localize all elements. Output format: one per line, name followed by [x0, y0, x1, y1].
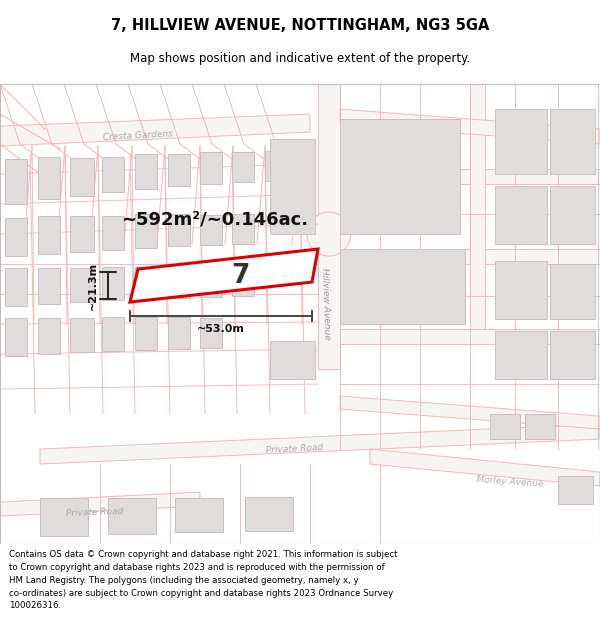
Bar: [525, 414, 555, 439]
Bar: [70, 216, 94, 252]
Text: Private Road: Private Road: [66, 507, 124, 518]
Bar: [168, 317, 190, 349]
Text: Contains OS data © Crown copyright and database right 2021. This information is : Contains OS data © Crown copyright and d…: [9, 550, 398, 611]
Bar: [175, 498, 223, 532]
Polygon shape: [0, 114, 310, 146]
Polygon shape: [470, 84, 485, 329]
Bar: [550, 264, 595, 319]
Bar: [5, 268, 27, 306]
Bar: [495, 261, 547, 319]
Bar: [232, 214, 254, 244]
Bar: [340, 249, 465, 324]
Bar: [5, 159, 27, 204]
Bar: [558, 476, 593, 504]
Bar: [135, 214, 157, 248]
Text: Morley Avenue: Morley Avenue: [476, 475, 544, 489]
Bar: [200, 152, 222, 184]
Bar: [550, 186, 595, 244]
Bar: [135, 267, 157, 299]
Polygon shape: [340, 329, 600, 344]
Bar: [102, 216, 124, 250]
Text: Private Road: Private Road: [266, 443, 324, 455]
Bar: [108, 498, 156, 534]
Polygon shape: [370, 449, 600, 486]
Bar: [245, 497, 293, 531]
Polygon shape: [340, 109, 600, 144]
Bar: [270, 341, 315, 379]
Bar: [495, 109, 547, 174]
Bar: [550, 109, 595, 174]
Bar: [495, 331, 547, 379]
Polygon shape: [318, 84, 340, 369]
Bar: [135, 154, 157, 189]
Bar: [40, 498, 88, 536]
Bar: [102, 267, 124, 300]
Bar: [38, 216, 60, 254]
Circle shape: [307, 212, 351, 256]
Bar: [490, 414, 520, 439]
Bar: [495, 186, 547, 244]
Bar: [200, 318, 222, 348]
Bar: [340, 119, 460, 234]
Bar: [232, 266, 254, 296]
Text: Hillview Avenue: Hillview Avenue: [320, 268, 332, 340]
Bar: [168, 266, 190, 298]
Bar: [70, 268, 94, 302]
Text: 7, HILLVIEW AVENUE, NOTTINGHAM, NG3 5GA: 7, HILLVIEW AVENUE, NOTTINGHAM, NG3 5GA: [111, 18, 489, 32]
Bar: [70, 158, 94, 196]
Bar: [270, 139, 315, 234]
Text: Cresta Gardens: Cresta Gardens: [103, 130, 173, 142]
Bar: [38, 268, 60, 304]
Polygon shape: [340, 396, 600, 429]
Text: Map shows position and indicative extent of the property.: Map shows position and indicative extent…: [130, 52, 470, 65]
Polygon shape: [40, 424, 600, 464]
Bar: [232, 152, 254, 182]
Polygon shape: [0, 492, 200, 516]
Polygon shape: [340, 169, 600, 184]
Polygon shape: [130, 249, 318, 302]
Text: ~21.3m: ~21.3m: [88, 261, 98, 309]
Bar: [168, 214, 190, 246]
Text: 7: 7: [231, 263, 249, 289]
Bar: [38, 318, 60, 354]
Bar: [38, 157, 60, 199]
Bar: [5, 218, 27, 256]
Bar: [70, 318, 94, 352]
Text: ~592m²/~0.146ac.: ~592m²/~0.146ac.: [121, 210, 308, 228]
Bar: [265, 151, 287, 181]
Bar: [5, 318, 27, 356]
Bar: [168, 154, 190, 186]
Bar: [200, 215, 222, 245]
Text: ~53.0m: ~53.0m: [197, 324, 245, 334]
Polygon shape: [340, 249, 600, 264]
Bar: [550, 331, 595, 379]
Bar: [102, 317, 124, 351]
Bar: [200, 267, 222, 297]
Bar: [135, 317, 157, 350]
Bar: [102, 157, 124, 192]
